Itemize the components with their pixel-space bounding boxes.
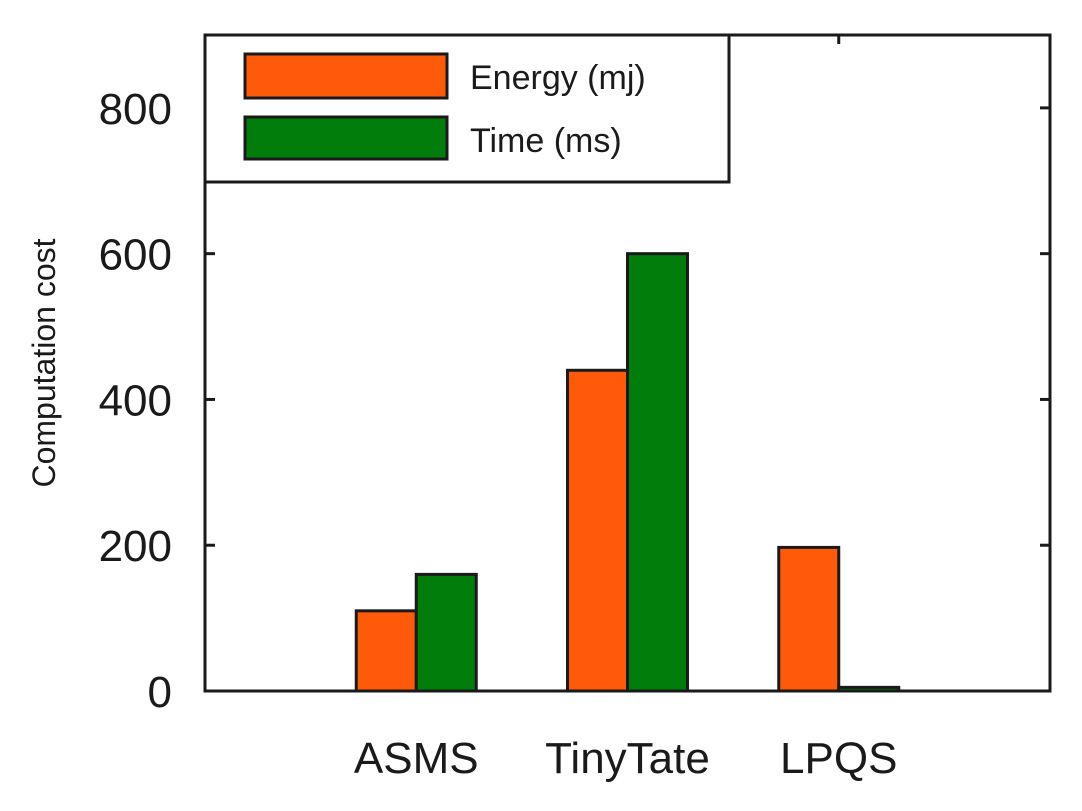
legend-swatch-energy: [243, 52, 449, 100]
bar-tinytate-energy: [566, 368, 629, 693]
bar-asms-time: [414, 572, 478, 693]
x-tick-label-lpqs: LPQS: [780, 734, 897, 783]
y-tick-label-200: 200: [99, 522, 172, 571]
bar-tinytate-time: [626, 252, 689, 693]
legend-label-energy: Energy (mj): [470, 59, 646, 97]
bar-lpqs-energy: [777, 545, 841, 693]
y-tick-label-800: 800: [99, 85, 172, 134]
bar-asms-energy: [354, 609, 418, 693]
x-tick-label-asms: ASMS: [354, 734, 479, 783]
legend-swatch-time: [243, 115, 449, 161]
y-tick-label-400: 400: [99, 376, 172, 425]
ticks-layer: ASMS TinyTate LPQS 0 200 400 600 800: [99, 35, 1050, 783]
y-tick-label-0: 0: [148, 668, 172, 717]
y-axis-title: Computation cost: [26, 238, 62, 487]
legend-label-time: Time (ms): [470, 122, 622, 160]
y-tick-label-600: 600: [99, 231, 172, 280]
legend: Energy (mj) Time (ms): [203, 33, 731, 184]
x-tick-label-tinytate: TinyTate: [545, 734, 710, 783]
bars-layer: [354, 252, 901, 693]
